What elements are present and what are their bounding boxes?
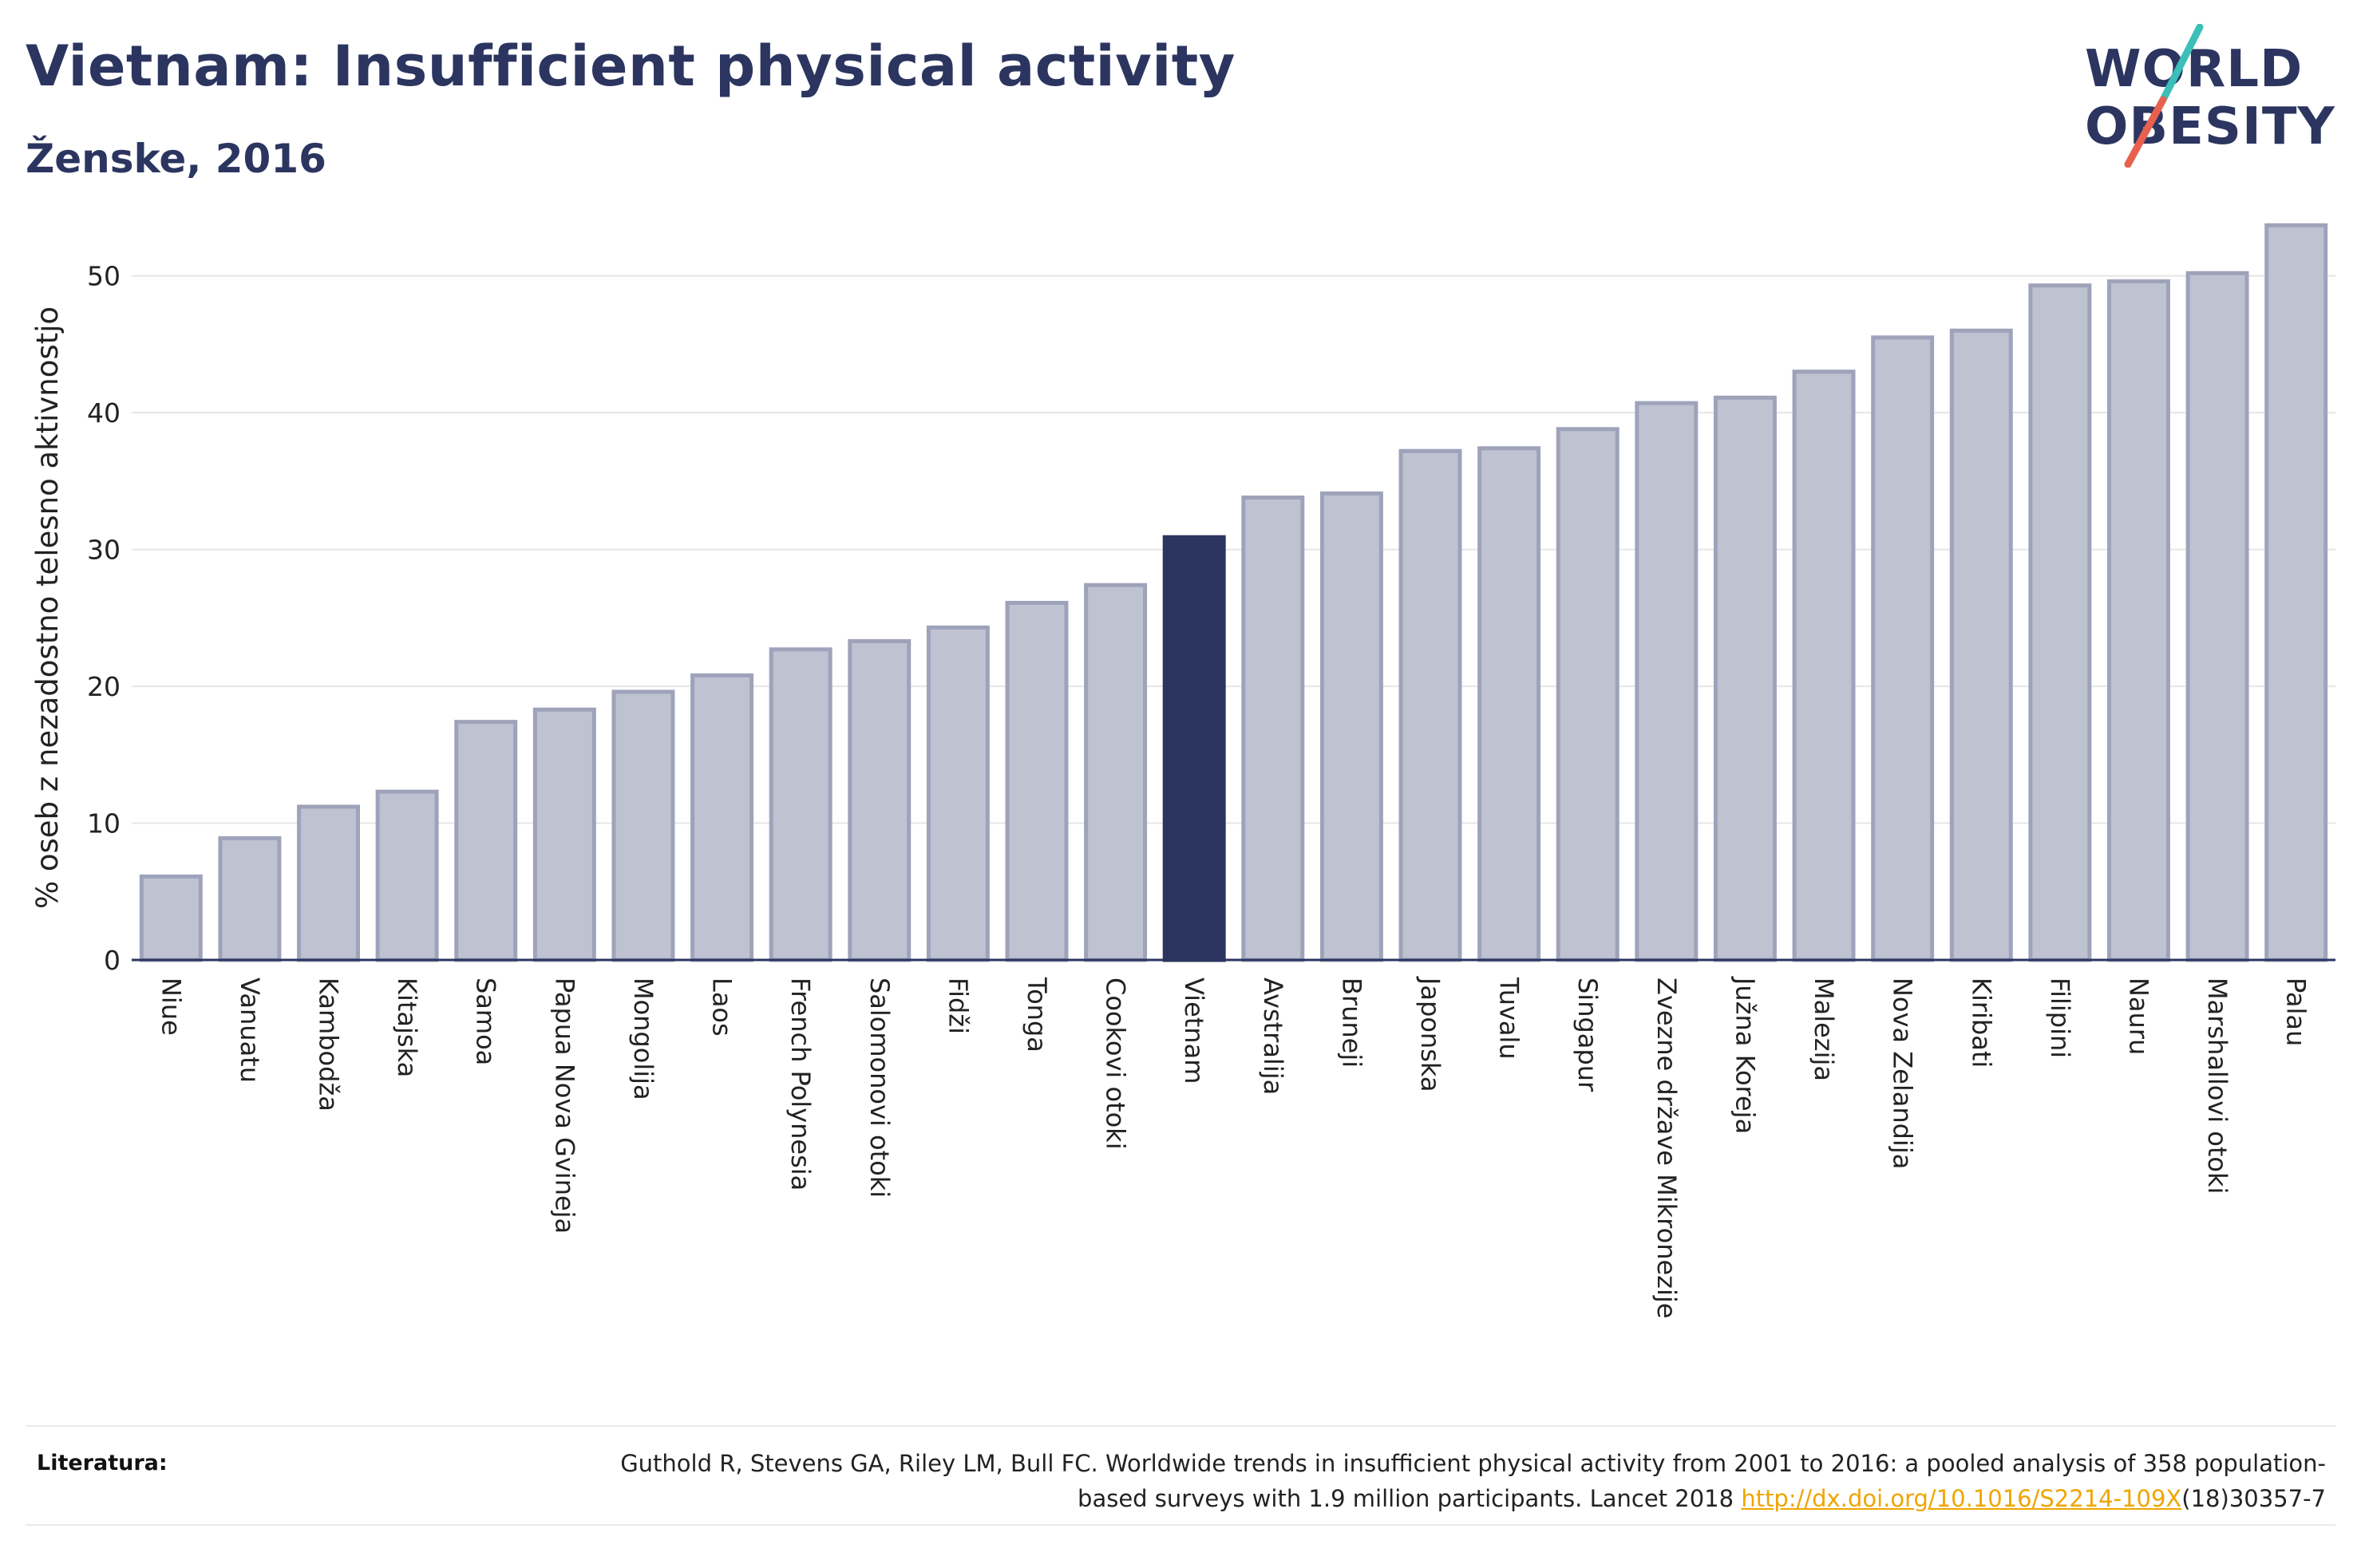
bar [2028, 283, 2092, 962]
bar [454, 720, 518, 962]
y-axis-label: % oseb z nezadostno telesno aktivnostjo [30, 306, 65, 909]
bar [1871, 335, 1935, 962]
references-citation-end: (18)30357-7 [2181, 1485, 2326, 1512]
x-tick-label: Vietnam [1179, 978, 1209, 1084]
x-tick-label: Laos [707, 978, 738, 1037]
bar [611, 689, 675, 962]
x-tick-label: Salomonovi otoki [864, 978, 895, 1198]
bar [532, 707, 596, 962]
y-tick-label: 0 [104, 945, 121, 976]
bar [1949, 328, 2013, 962]
y-tick-label: 50 [87, 261, 121, 292]
world-obesity-logo: WORLD OBESITY [2085, 24, 2335, 168]
x-tick-label: Niue [156, 978, 186, 1036]
y-tick-labels: 0 10 20 30 40 50 [87, 261, 121, 976]
x-tick-label: Fidži [943, 978, 973, 1034]
x-tick-label: Tuvalu [1494, 977, 1525, 1060]
bar [1792, 369, 1856, 962]
x-tick-label: Avstralija [1258, 978, 1288, 1095]
x-tick-label: Nauru [2123, 978, 2153, 1055]
bar [1084, 583, 1148, 962]
bar [690, 673, 754, 962]
x-tick-label: Samoa [471, 978, 501, 1065]
x-tick-label: Nova Zelandija [1888, 978, 1918, 1169]
x-tick-label: Palau [2281, 978, 2312, 1046]
y-tick-label: 10 [87, 808, 121, 839]
x-tick-label: Tonga [1022, 977, 1052, 1053]
x-tick-label: Kiribati [1966, 978, 1996, 1068]
bar [375, 789, 439, 962]
x-tick-label: Kitajska [392, 978, 422, 1077]
references-label: Literatura: [37, 1451, 168, 1475]
x-tick-label: Zvezne države Mikronezije [1651, 978, 1682, 1318]
references-text: Guthold R, Stevens GA, Riley LM, Bull FC… [570, 1446, 2326, 1516]
references-citation: Guthold R, Stevens GA, Riley LM, Bull FC… [620, 1450, 2326, 1512]
bar [1241, 495, 1305, 962]
logo-slash-bottom [2124, 96, 2167, 168]
bar-chart: 0 10 20 30 40 50 Niue Vanuatu Kambodža Kitajska S… [30, 223, 2335, 1318]
chart-subtitle: Ženske, 2016 [26, 136, 326, 182]
bar [297, 804, 360, 962]
bar [2107, 279, 2170, 962]
bar [1005, 601, 1069, 962]
x-tick-label: Japonska [1415, 976, 1445, 1092]
bar [926, 625, 990, 962]
bar [1635, 401, 1699, 962]
x-tick-label: Singapur [1572, 978, 1603, 1092]
bar [1398, 448, 1462, 962]
divider-bottom [26, 1524, 2335, 1526]
x-tick-label: Malezija [1809, 978, 1839, 1081]
x-tick-label: Vanuatu [235, 978, 265, 1083]
bar [848, 639, 912, 962]
divider-top [26, 1425, 2335, 1427]
x-tick-label: Marshallovi otoki [2202, 978, 2232, 1194]
bar [1556, 427, 1619, 962]
y-tick-label: 40 [87, 397, 121, 429]
x-tick-label: Cookovi otoki [1101, 978, 1131, 1150]
x-tick-label: Papua Nova Gvineja [549, 978, 579, 1234]
x-tick-label: Južna Koreja [1730, 976, 1760, 1134]
logo-slash-top [2159, 24, 2204, 104]
bars [139, 223, 2328, 962]
bar [139, 874, 203, 962]
x-tick-label: French Polynesia [785, 978, 816, 1191]
bar [2185, 271, 2249, 962]
references-doi-link[interactable]: http://dx.doi.org/10.1016/S2214-109X [1741, 1485, 2182, 1512]
bar [218, 835, 282, 962]
bar-highlight [1162, 535, 1226, 962]
chart-title: Vietnam: Insufficient physical activity [26, 34, 1236, 99]
x-tick-label: Filipini [2045, 978, 2075, 1058]
y-tick-label: 30 [87, 535, 121, 566]
y-tick-label: 20 [87, 671, 121, 702]
x-tick-labels: Niue Vanuatu Kambodža Kitajska Samoa Papua No… [156, 976, 2311, 1318]
x-tick-label: Mongolija [628, 978, 658, 1100]
x-tick-label: Bruneji [1336, 978, 1366, 1068]
bar [1319, 491, 1383, 962]
logo-word-world: WORLD [2085, 40, 2303, 99]
bar [1477, 446, 1541, 962]
x-tick-label: Kambodža [314, 978, 344, 1112]
bar [2264, 223, 2328, 962]
bar [1713, 395, 1777, 962]
bar [769, 647, 832, 962]
logo-word-obesity: OBESITY [2085, 97, 2335, 156]
